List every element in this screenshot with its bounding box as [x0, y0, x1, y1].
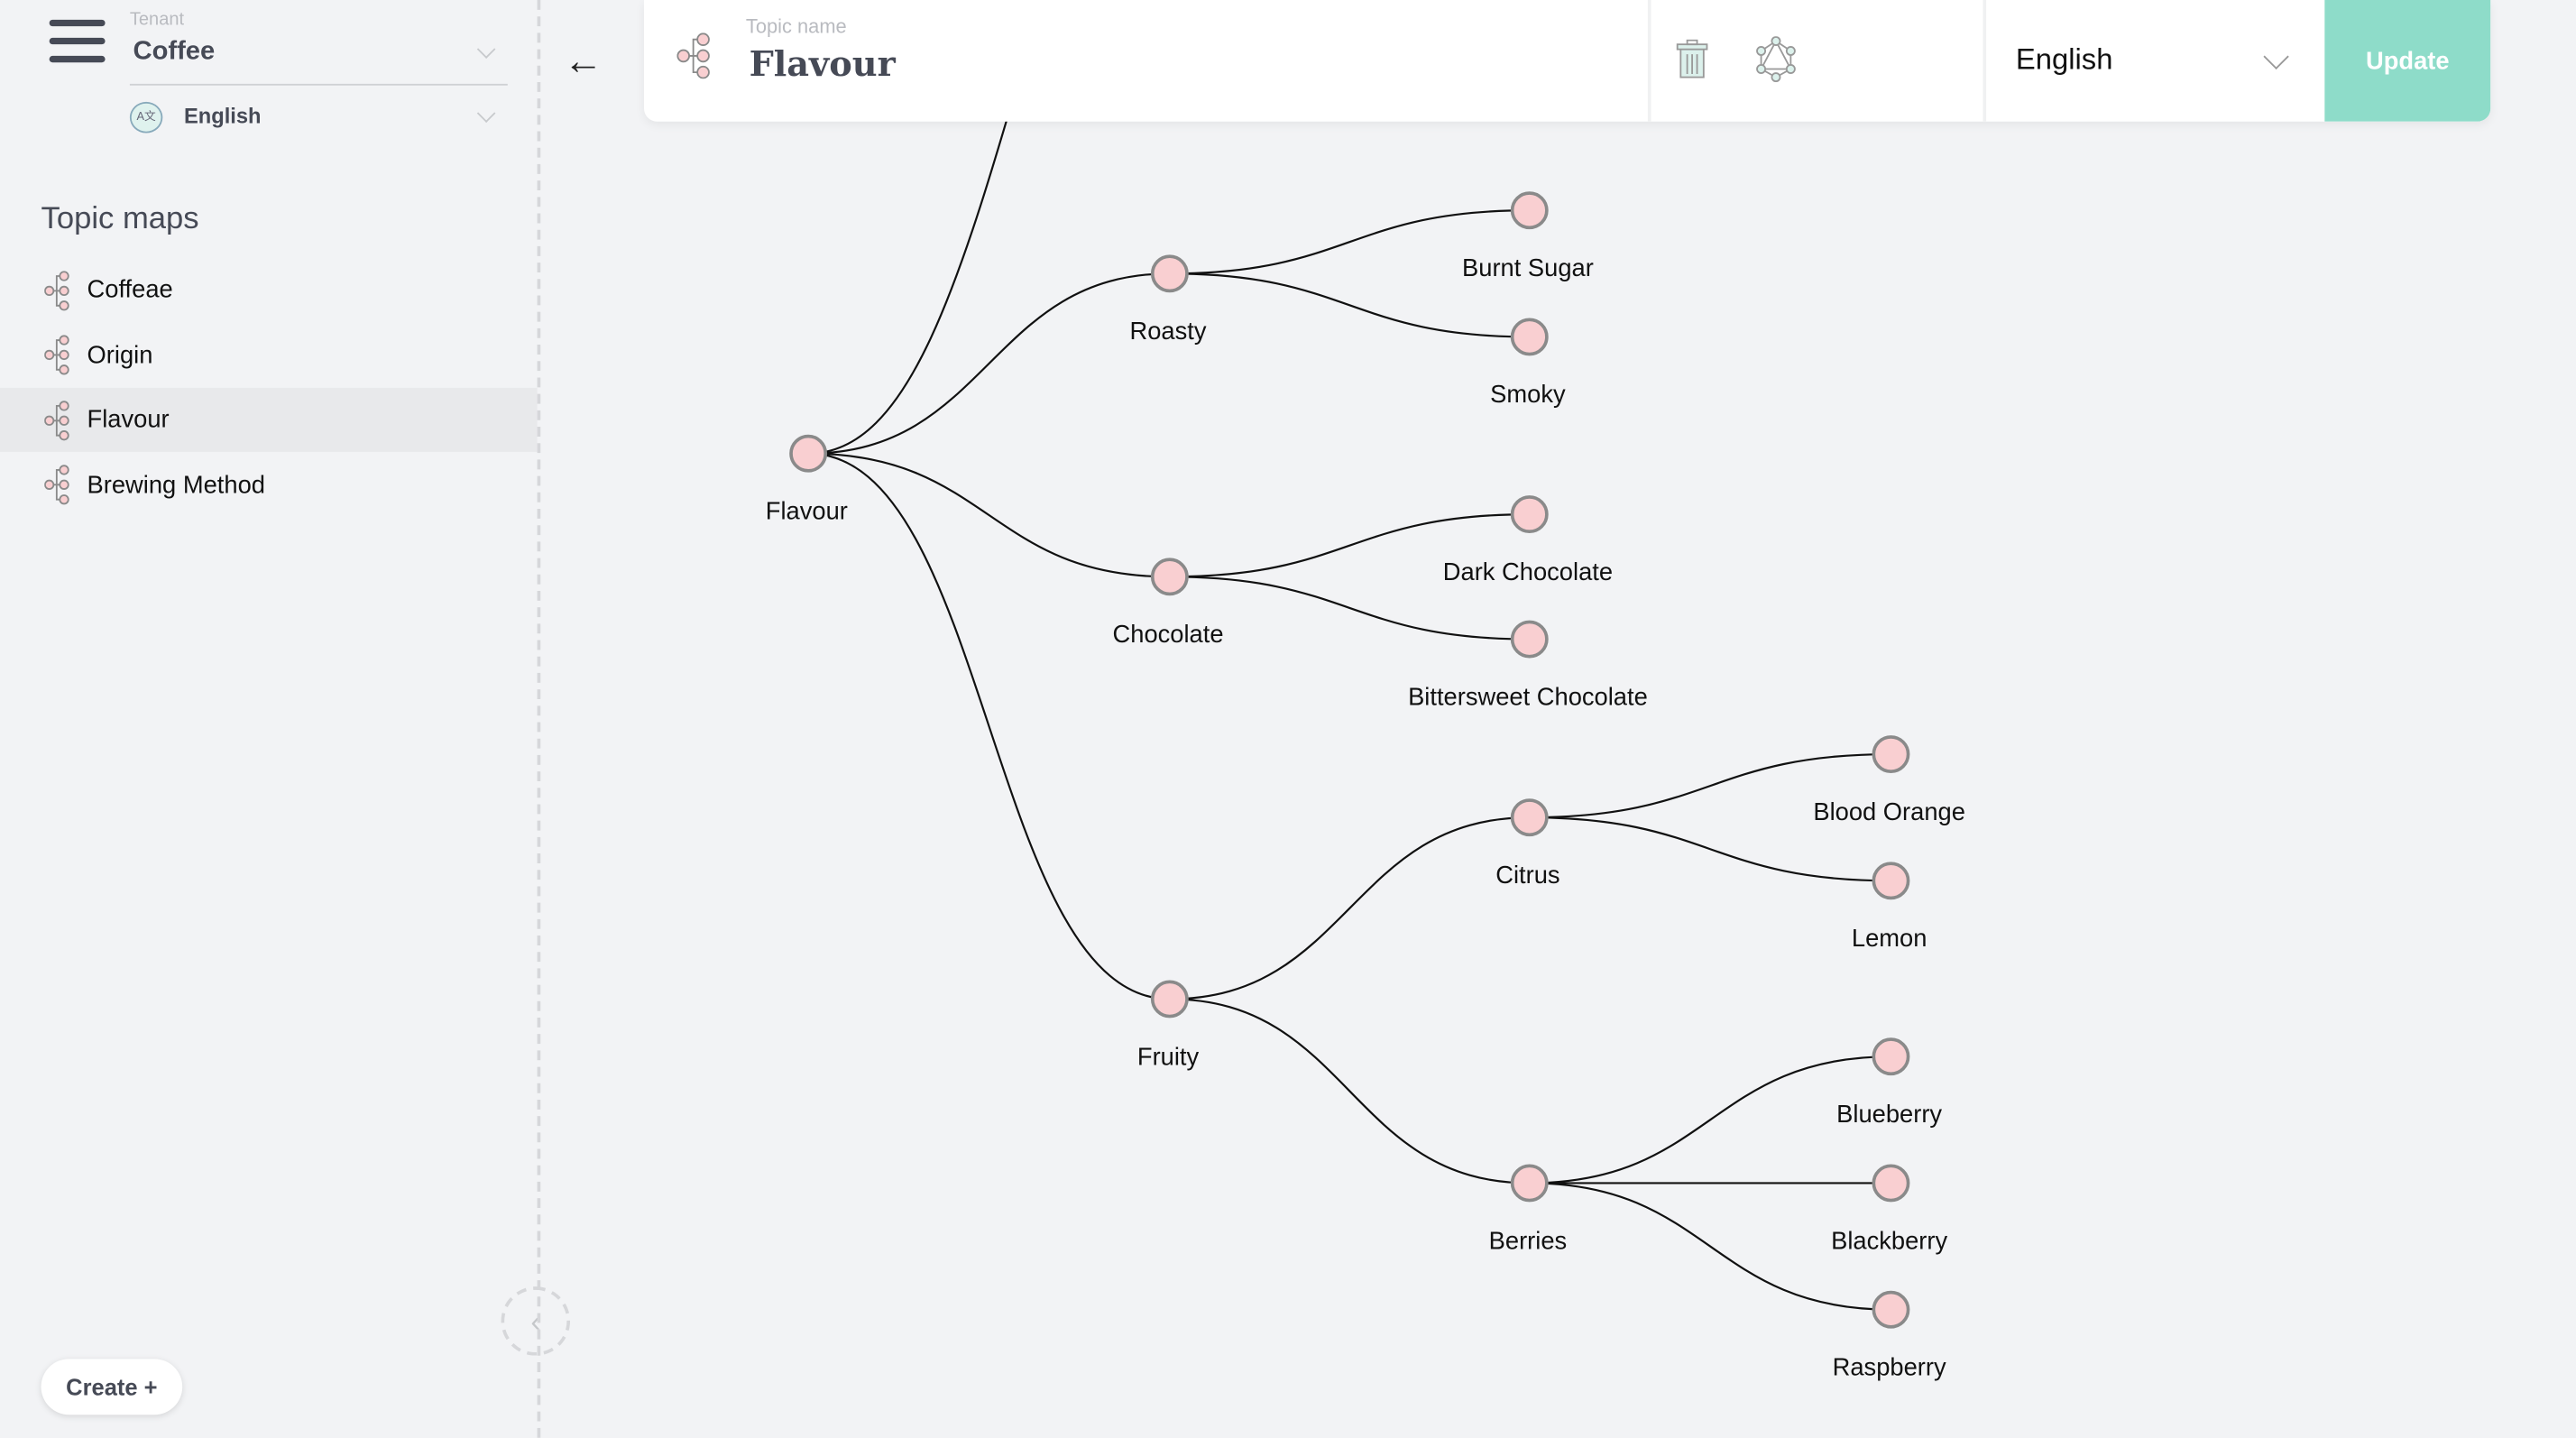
- tree-node-label[interactable]: Blood Orange: [1813, 797, 1965, 825]
- tree-link: [1529, 816, 1891, 882]
- tree-node-dark[interactable]: [1510, 495, 1549, 534]
- tree-node-smoky[interactable]: [1510, 318, 1549, 356]
- tree-node-label[interactable]: Raspberry: [1833, 1353, 1946, 1381]
- tree-node-label[interactable]: Blackberry: [1831, 1226, 1947, 1254]
- tree-node-label[interactable]: Flavour: [766, 497, 848, 525]
- sidebar-item-label: Coffeae: [87, 276, 173, 304]
- topic-map-icon: [44, 270, 69, 310]
- topic-header: Topic name English Update: [644, 0, 2491, 122]
- graphql-icon[interactable]: [1754, 36, 1797, 83]
- tree-node-flavour[interactable]: [789, 434, 828, 473]
- tree-node-label[interactable]: Fruity: [1137, 1042, 1200, 1070]
- section-title: Topic maps: [41, 202, 199, 237]
- trash-icon[interactable]: [1676, 39, 1708, 79]
- tree-node-label[interactable]: Berries: [1489, 1226, 1568, 1254]
- topic-map-icon: [676, 32, 710, 79]
- tree-node-blood[interactable]: [1872, 735, 1910, 773]
- tree-link: [1169, 209, 1530, 275]
- tree-node-label[interactable]: Citrus: [1495, 861, 1559, 889]
- topic-name-label: Topic name: [745, 14, 847, 38]
- topic-map-icon: [44, 465, 69, 505]
- tree-link: [1169, 576, 1530, 641]
- tree-link: [1529, 1055, 1891, 1185]
- sidebar-item-flavour[interactable]: Flavour: [0, 387, 538, 452]
- sidebar-divider: [537, 0, 541, 1438]
- collapse-sidebar-button[interactable]: ‹: [501, 1286, 571, 1356]
- tree-link: [1169, 272, 1530, 338]
- tree-node-label[interactable]: Blueberry: [1836, 1100, 1942, 1128]
- tree-node-fruity[interactable]: [1150, 980, 1189, 1019]
- tree-link: [808, 452, 1170, 578]
- divider: [129, 83, 508, 86]
- sidebar: Tenant Coffee A文 English Topic maps Coff…: [0, 0, 571, 1438]
- tree-link: [1529, 1182, 1891, 1311]
- tree-node-citrus[interactable]: [1510, 798, 1549, 837]
- tree-node-black[interactable]: [1872, 1164, 1910, 1203]
- tree-node-berries[interactable]: [1510, 1164, 1549, 1203]
- chevron-down-icon[interactable]: [2263, 43, 2289, 70]
- tree-node-label[interactable]: Burnt Sugar: [1462, 253, 1594, 281]
- chevron-left-icon: ‹: [530, 1304, 541, 1337]
- tree-node-label[interactable]: Smoky: [1490, 380, 1566, 408]
- tree-node-label[interactable]: Dark Chocolate: [1443, 558, 1613, 585]
- tree-link: [808, 452, 1170, 1000]
- update-button[interactable]: Update: [2324, 0, 2491, 122]
- back-arrow-icon[interactable]: ←: [563, 39, 603, 84]
- sidebar-item-label: Origin: [87, 340, 153, 369]
- sidebar-item-label: Brewing Method: [87, 470, 265, 499]
- sidebar-item-label: Flavour: [87, 405, 170, 434]
- tenant-label: Tenant: [129, 9, 185, 30]
- tree-link: [808, 272, 1170, 455]
- tree-link: [1169, 998, 1530, 1185]
- tree-node-label[interactable]: Chocolate: [1113, 620, 1224, 648]
- tree-node-roasty[interactable]: [1150, 254, 1189, 293]
- tree-node-lemon[interactable]: [1872, 862, 1910, 900]
- translate-icon: A文: [129, 101, 163, 134]
- tree-node-blue[interactable]: [1872, 1037, 1910, 1076]
- tenant-select[interactable]: Coffee: [133, 37, 216, 66]
- tree-node-choc[interactable]: [1150, 558, 1189, 596]
- topic-name-input[interactable]: [749, 42, 1571, 84]
- sidebar-item-brewing-method[interactable]: Brewing Method: [0, 453, 538, 517]
- tree-link: [1169, 816, 1530, 1000]
- topic-map-icon: [44, 400, 69, 440]
- language-select[interactable]: English: [184, 103, 262, 129]
- tree-node-bitter[interactable]: [1510, 620, 1549, 659]
- topic-map-icon: [44, 335, 69, 375]
- tree-link: [1529, 752, 1891, 819]
- sidebar-item-origin[interactable]: Origin: [0, 323, 538, 387]
- content-language-select[interactable]: English: [2015, 42, 2113, 76]
- tree-node-label[interactable]: Roasty: [1130, 317, 1207, 345]
- sidebar-item-coffeae[interactable]: Coffeae: [0, 258, 538, 322]
- tree-link: [1169, 513, 1530, 578]
- tree-node-burnt[interactable]: [1510, 191, 1549, 230]
- tree-node-label[interactable]: Lemon: [1852, 924, 1927, 952]
- divider: [1647, 0, 1651, 122]
- menu-icon[interactable]: [49, 19, 106, 66]
- divider: [1983, 0, 1987, 122]
- tree-node-rasp[interactable]: [1872, 1290, 1910, 1329]
- create-button[interactable]: Create +: [41, 1359, 183, 1415]
- tree-node-label[interactable]: Bittersweet Chocolate: [1408, 682, 1648, 710]
